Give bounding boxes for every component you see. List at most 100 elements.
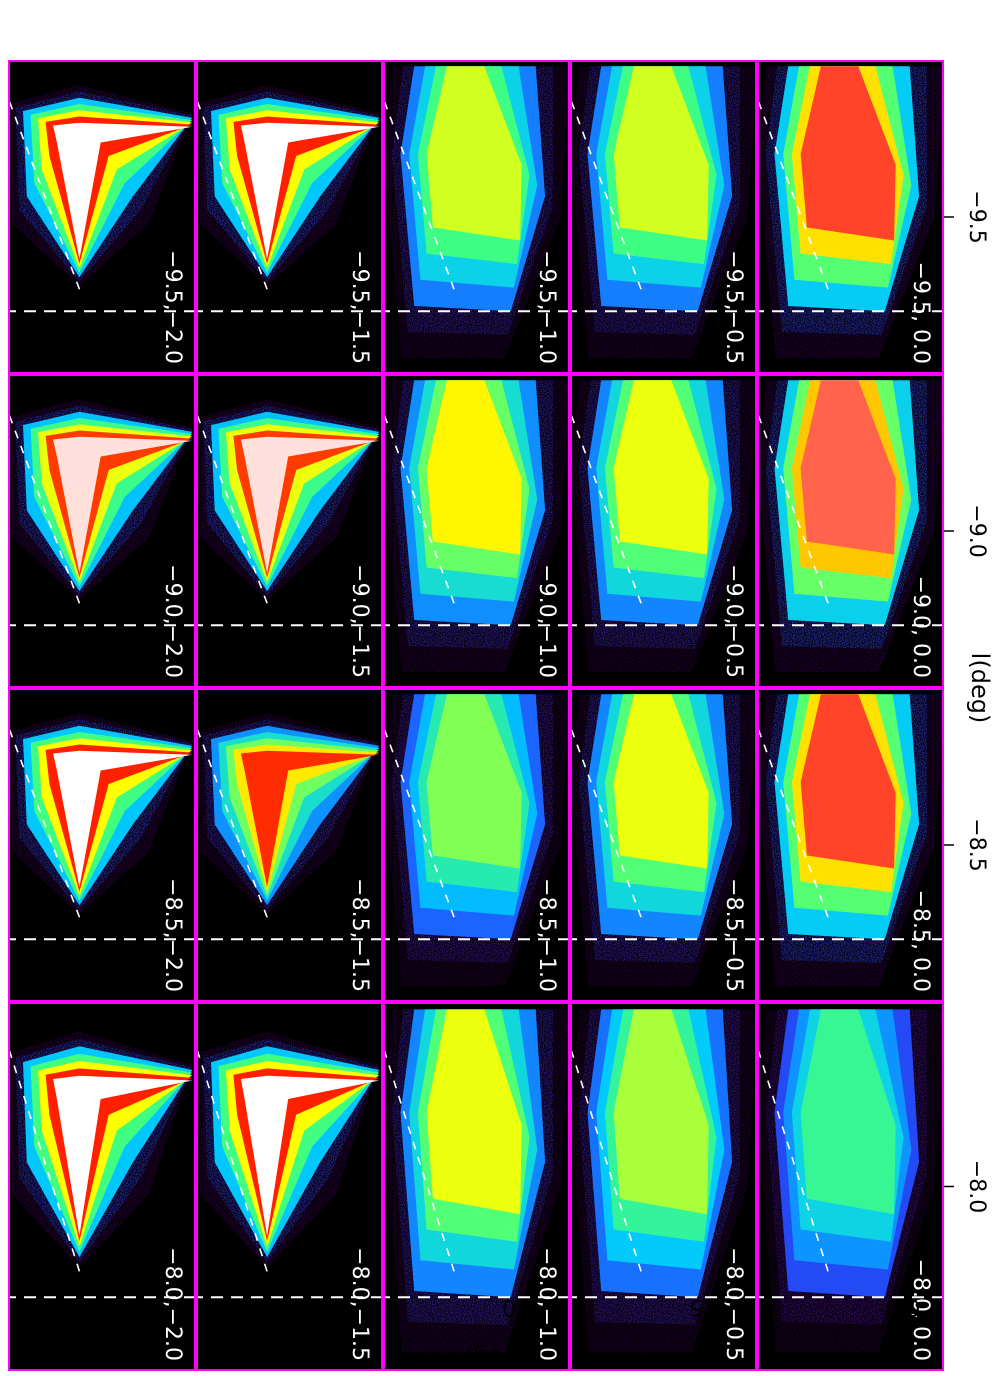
panel-border	[757, 1002, 944, 1371]
density-contour	[800, 1009, 896, 1215]
panel-12: −8.0,−1.5	[196, 1002, 383, 1371]
panel-diagonal-line	[196, 1046, 268, 1272]
l-tick-label: −8.5	[964, 818, 989, 871]
l-tick-label: −9.5	[964, 190, 989, 243]
l-axis-ticks: −8.0 −8.5 −9.0 −9.5	[944, 190, 989, 1213]
density-contour	[53, 1075, 193, 1237]
panel-5: −8.5,−0.5	[570, 688, 757, 1002]
panel-diagonal-line	[383, 97, 455, 290]
panel-border	[757, 60, 944, 374]
panel-diagonal-line	[570, 97, 642, 290]
panel-density	[383, 694, 570, 987]
panel-density	[383, 380, 570, 673]
panel-label: −8.5, 0.0	[908, 890, 933, 992]
l-tick-label: −9.0	[964, 504, 989, 557]
density-contour	[240, 122, 380, 260]
panel-label: −9.0,−1.0	[534, 564, 559, 678]
panel-border	[383, 1002, 570, 1371]
panel-14: −9.0,−1.5	[196, 374, 383, 688]
b-axis-ticks: 0.0 −0.5 −1.0 −1.5 −2.0	[128, 1294, 921, 1319]
panel-density	[757, 694, 944, 987]
panel-density	[383, 1009, 570, 1353]
panel-label: −9.5, 0.0	[908, 262, 933, 364]
panel-19: −9.5,−2.0	[8, 60, 196, 374]
panel-border	[383, 688, 570, 1002]
density-contour	[613, 1009, 709, 1215]
panel-10: −9.0,−1.0	[383, 374, 570, 688]
panel-border	[383, 374, 570, 688]
panel-border	[8, 374, 196, 688]
panel-diagonal-line	[8, 411, 81, 604]
panel-density	[8, 713, 193, 915]
panel-label: −8.0, 0.0	[908, 1259, 933, 1361]
panel-diagonal-line	[383, 411, 455, 604]
panel-border	[8, 60, 196, 374]
panel-diagonal-line	[757, 97, 829, 290]
panel-diagonal-line	[757, 1046, 829, 1272]
panel-diagonal-line	[196, 97, 268, 290]
density-contour	[53, 750, 193, 888]
density-contour	[800, 694, 896, 869]
panel-label: −8.5,−0.5	[721, 878, 746, 992]
panel-label: −9.0,−1.5	[347, 564, 372, 678]
panel-border	[757, 374, 944, 688]
panel-label: −9.5,−0.5	[721, 250, 746, 364]
panel-density	[757, 1009, 944, 1353]
panel-density	[8, 85, 193, 287]
panel-border	[8, 688, 196, 1002]
panel-border	[757, 688, 944, 1002]
density-contour	[240, 1075, 380, 1237]
panel-density	[570, 66, 757, 359]
density-contour	[613, 380, 709, 555]
panel-label: −9.5,−2.0	[160, 250, 185, 364]
panel-17: −8.5,−2.0	[8, 688, 196, 1002]
panel-border	[196, 688, 383, 1002]
panel-density	[570, 380, 757, 673]
panel-label: −8.0,−1.5	[347, 1247, 372, 1361]
l-axis-title: l(deg)	[966, 653, 994, 724]
panel-label: −9.0, 0.0	[908, 576, 933, 678]
density-contour	[426, 380, 522, 555]
density-contour	[800, 380, 896, 555]
panel-border	[383, 60, 570, 374]
panel-diagonal-line	[757, 725, 829, 918]
panel-label: −8.5,−2.0	[160, 878, 185, 992]
l-tick-label: −8.0	[964, 1160, 989, 1213]
panel-6: −9.0,−0.5	[570, 374, 757, 688]
panel-border	[570, 60, 757, 374]
panel-diagonal-line	[757, 411, 829, 604]
density-contour	[53, 436, 193, 574]
panel-label: −8.5,−1.5	[347, 878, 372, 992]
panel-18: −9.0,−2.0	[8, 374, 196, 688]
panel-label: −8.0,−2.0	[160, 1247, 185, 1361]
panel-density	[196, 1031, 380, 1268]
b-tick-label: −2.0	[128, 1294, 181, 1319]
b-tick-label: 0.0	[885, 1294, 920, 1319]
b-tick-label: −1.5	[315, 1294, 368, 1319]
density-contour	[426, 1009, 522, 1215]
density-contour	[240, 750, 380, 888]
panel-4: −8.0,−0.5	[570, 1002, 757, 1371]
panel-border	[570, 1002, 757, 1371]
density-contour	[426, 694, 522, 869]
panel-diagonal-line	[8, 725, 81, 918]
panel-11: −9.5,−1.0	[383, 60, 570, 374]
panel-1: −8.5, 0.0	[757, 688, 944, 1002]
panel-9: −8.5,−1.0	[383, 688, 570, 1002]
panel-density	[196, 399, 380, 601]
panels-layer: −8.0, 0.0 −8.5, 0.0 −9.0, 0.0 −9.5, 0.0 −8.0…	[8, 60, 944, 1371]
panel-density	[570, 1009, 757, 1353]
panel-diagonal-line	[8, 1046, 81, 1272]
panel-label: −9.0,−2.0	[160, 564, 185, 678]
density-contour	[613, 694, 709, 869]
panel-density	[757, 380, 944, 673]
panel-diagonal-line	[196, 725, 268, 918]
density-contour	[613, 66, 709, 241]
panel-border	[8, 1002, 196, 1371]
panel-density	[383, 66, 570, 359]
panel-diagonal-line	[383, 725, 455, 918]
panel-density	[570, 694, 757, 987]
panel-border	[570, 374, 757, 688]
